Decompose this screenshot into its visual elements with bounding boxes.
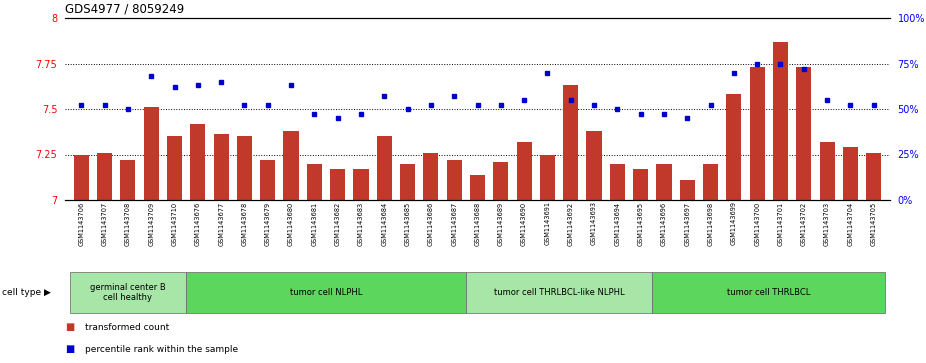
Text: GDS4977 / 8059249: GDS4977 / 8059249 — [65, 2, 184, 15]
Text: GSM1143696: GSM1143696 — [661, 201, 667, 245]
Text: GSM1143707: GSM1143707 — [102, 201, 107, 246]
Text: GSM1143709: GSM1143709 — [148, 201, 155, 245]
Text: percentile rank within the sample: percentile rank within the sample — [85, 344, 239, 354]
Bar — [540, 155, 555, 200]
Bar — [446, 160, 462, 200]
Text: GSM1143684: GSM1143684 — [382, 201, 387, 246]
Bar — [494, 162, 508, 200]
Text: germinal center B
cell healthy: germinal center B cell healthy — [90, 283, 166, 302]
Text: GSM1143700: GSM1143700 — [754, 201, 760, 246]
Bar — [586, 131, 602, 200]
Text: GSM1143683: GSM1143683 — [358, 201, 364, 245]
Bar — [167, 136, 182, 200]
Text: GSM1143710: GSM1143710 — [171, 201, 178, 245]
Text: GSM1143687: GSM1143687 — [451, 201, 457, 246]
Text: tumor cell NLPHL: tumor cell NLPHL — [290, 288, 362, 297]
Bar — [843, 147, 858, 200]
Text: GSM1143689: GSM1143689 — [498, 201, 504, 245]
Bar — [749, 67, 765, 200]
Text: GSM1143702: GSM1143702 — [801, 201, 807, 246]
Bar — [423, 153, 439, 200]
Bar — [466, 272, 652, 313]
Text: GSM1143686: GSM1143686 — [428, 201, 434, 246]
Text: tumor cell THRLBCL-like NLPHL: tumor cell THRLBCL-like NLPHL — [494, 288, 624, 297]
Bar — [866, 153, 882, 200]
Bar — [190, 123, 206, 200]
Bar — [652, 272, 885, 313]
Bar — [517, 142, 532, 200]
Text: GSM1143677: GSM1143677 — [219, 201, 224, 246]
Text: cell type ▶: cell type ▶ — [2, 288, 51, 297]
Text: GSM1143678: GSM1143678 — [242, 201, 247, 246]
Bar — [796, 67, 811, 200]
Text: GSM1143698: GSM1143698 — [707, 201, 714, 245]
Bar — [680, 180, 694, 200]
Text: GSM1143708: GSM1143708 — [125, 201, 131, 246]
Bar — [563, 85, 579, 200]
Bar — [214, 134, 229, 200]
Text: GSM1143691: GSM1143691 — [544, 201, 550, 245]
Text: GSM1143693: GSM1143693 — [591, 201, 597, 245]
Bar — [120, 160, 135, 200]
Bar — [354, 169, 369, 200]
Bar — [69, 272, 186, 313]
Text: GSM1143692: GSM1143692 — [568, 201, 574, 245]
Bar — [703, 164, 719, 200]
Bar — [820, 142, 834, 200]
Text: GSM1143695: GSM1143695 — [638, 201, 644, 245]
Text: GSM1143706: GSM1143706 — [79, 201, 84, 246]
Text: GSM1143703: GSM1143703 — [824, 201, 830, 245]
Bar — [74, 155, 89, 200]
Bar — [469, 175, 485, 200]
Bar — [144, 107, 158, 200]
Text: GSM1143705: GSM1143705 — [870, 201, 877, 246]
Text: GSM1143681: GSM1143681 — [311, 201, 318, 245]
Text: tumor cell THRLBCL: tumor cell THRLBCL — [727, 288, 810, 297]
Text: ■: ■ — [65, 344, 74, 354]
Text: GSM1143680: GSM1143680 — [288, 201, 294, 246]
Bar — [330, 169, 345, 200]
Text: GSM1143701: GSM1143701 — [778, 201, 783, 245]
Bar — [633, 169, 648, 200]
Text: GSM1143694: GSM1143694 — [614, 201, 620, 245]
Text: GSM1143676: GSM1143676 — [194, 201, 201, 246]
Bar — [283, 131, 298, 200]
Bar — [726, 94, 742, 200]
Bar — [609, 164, 625, 200]
Bar — [307, 164, 322, 200]
Text: GSM1143682: GSM1143682 — [334, 201, 341, 246]
Text: GSM1143697: GSM1143697 — [684, 201, 690, 245]
Text: ■: ■ — [65, 322, 74, 332]
Bar — [377, 136, 392, 200]
Bar — [97, 153, 112, 200]
Bar — [260, 160, 275, 200]
Text: GSM1143704: GSM1143704 — [847, 201, 854, 246]
Text: GSM1143699: GSM1143699 — [731, 201, 737, 245]
Bar — [400, 164, 415, 200]
Text: GSM1143685: GSM1143685 — [405, 201, 410, 246]
Bar — [186, 272, 466, 313]
Bar — [773, 42, 788, 200]
Text: GSM1143679: GSM1143679 — [265, 201, 270, 245]
Text: GSM1143688: GSM1143688 — [474, 201, 481, 246]
Bar — [657, 164, 671, 200]
Bar — [237, 136, 252, 200]
Text: transformed count: transformed count — [85, 322, 169, 331]
Text: GSM1143690: GSM1143690 — [521, 201, 527, 245]
